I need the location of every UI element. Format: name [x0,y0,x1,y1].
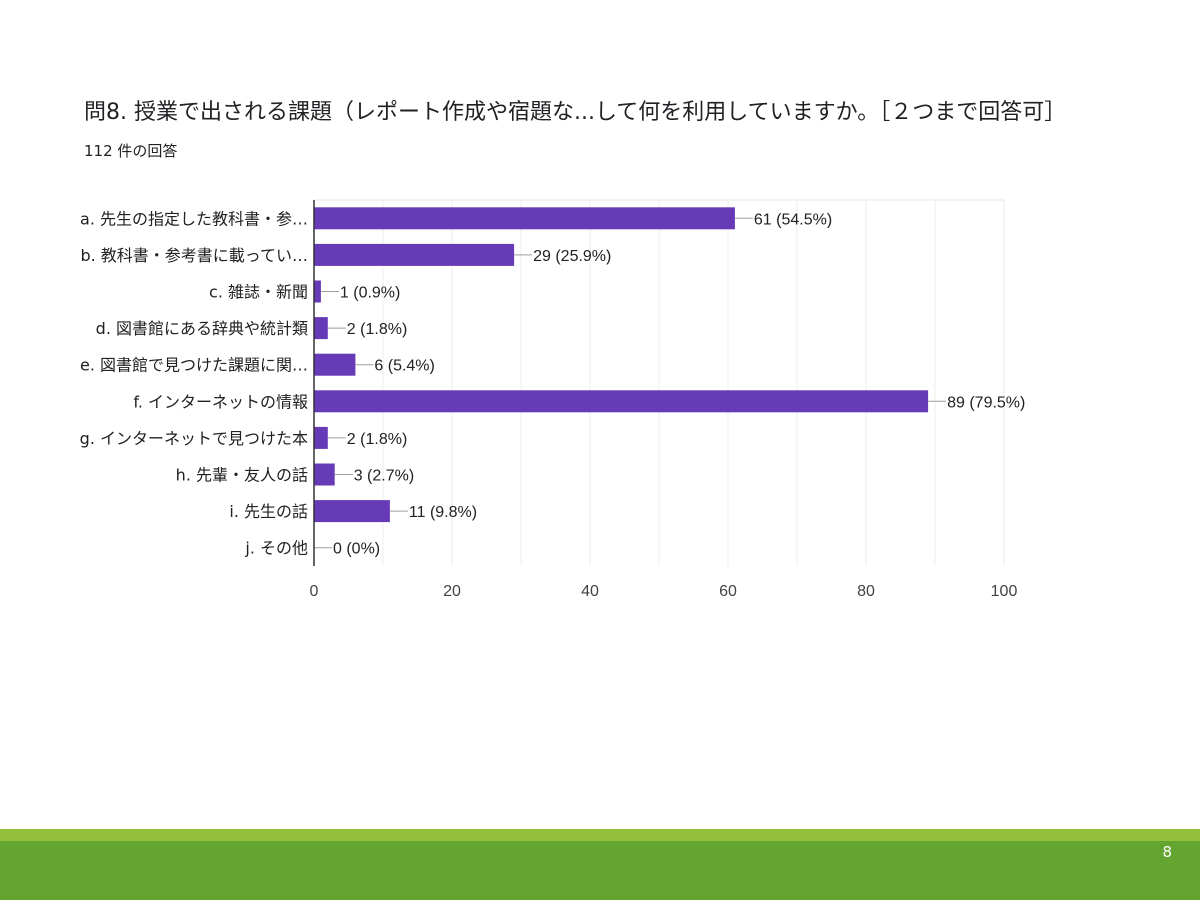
category-label: h. 先輩・友人の話 [176,466,308,485]
bar [314,353,356,376]
x-tick-label: 40 [581,583,599,600]
bar [314,207,735,230]
data-label: 1 (0.9%) [340,285,400,302]
category-label: j. その他 [244,539,308,558]
footer-bar [0,841,1200,900]
x-tick-label: 0 [310,583,319,600]
data-label: 61 (54.5%) [754,211,832,228]
data-label: 89 (79.5%) [947,394,1025,411]
category-label: a. 先生の指定した教科書・参… [80,209,308,228]
bar [314,280,321,303]
bar-chart: 0 20 40 60 80 100 a. 先生の指定した教科書・参… 61 (54.5%) b.… [80,199,1025,600]
data-label: 0 (0%) [333,541,380,558]
bar [314,243,515,266]
footer-accent-bar [0,829,1200,841]
bar [314,463,335,486]
data-label: 11 (9.8%) [409,504,477,521]
bar [314,390,929,413]
x-tick-label: 100 [991,583,1018,600]
chart-title: 問8. 授業で出される課題（レポート作成や宿題な...して何を利用していますか。… [84,100,1067,125]
x-tick-label: 20 [443,583,461,600]
bar [314,426,328,449]
data-label: 2 (1.8%) [347,321,407,338]
category-label: i. 先生の話 [229,502,308,521]
category-label: e. 図書館で見つけた課題に関… [80,356,308,375]
data-label: 6 (5.4%) [374,358,434,375]
data-label: 29 (25.9%) [533,248,611,265]
x-tick-label: 60 [719,583,737,600]
category-label: f. インターネットの情報 [133,392,308,411]
page-number: 8 [1162,843,1172,861]
category-label: b. 教科書・参考書に載ってい… [80,246,308,265]
bar [314,317,328,340]
data-label: 3 (2.7%) [354,468,414,485]
category-label: d. 図書館にある辞典や統計類 [96,319,308,338]
x-tick-label: 80 [857,583,875,600]
data-label: 2 (1.8%) [347,431,407,448]
bar [314,500,390,523]
category-label: c. 雑誌・新聞 [209,283,308,302]
response-count: 112 件の回答 [84,142,178,160]
category-label: g. インターネットで見つけた本 [80,429,308,448]
